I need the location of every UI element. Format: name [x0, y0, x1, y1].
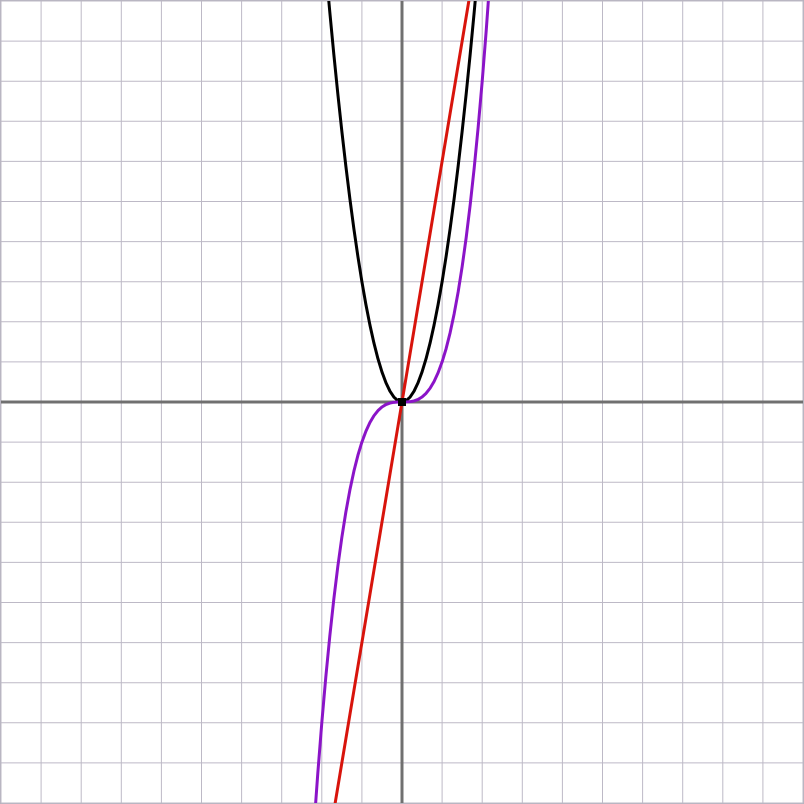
origin-point — [398, 398, 406, 406]
